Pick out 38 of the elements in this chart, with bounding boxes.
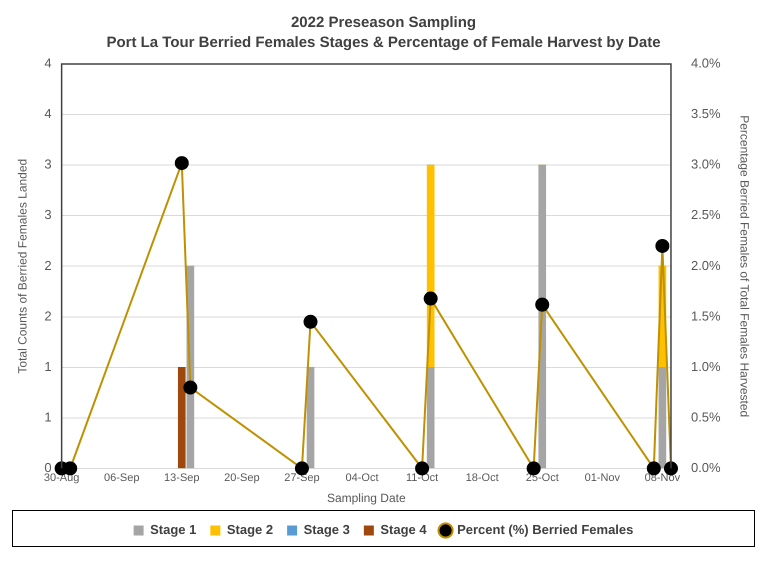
y-tick-label: 1 [44, 409, 52, 424]
y-axis-title: Total Counts of Berried Females Landed [16, 158, 30, 374]
x-tick-label: 11-Oct [406, 472, 438, 484]
y2-tick-label: 2.5% [690, 207, 722, 222]
y2-tick-label: 0.0% [690, 460, 722, 475]
legend-label: Stage 3 [304, 522, 350, 538]
x-tick-label: 01-Nov [584, 472, 621, 484]
chart-title: 2022 Preseason Sampling [290, 14, 476, 32]
y2-tick-label: 1.5% [690, 308, 722, 324]
y-tick-label: 0 [44, 460, 52, 475]
y-tick-label: 3 [44, 207, 52, 222]
legend-label: Stage 4 [380, 522, 428, 538]
chart-subtitle: Port La Tour Berried Females Stages & Percentage of Female Harvest by Date [106, 34, 661, 52]
y-tick-label: 1 [44, 358, 52, 374]
x-tick-label: 18-Oct [466, 472, 499, 484]
y2-tick-label: 2.0% [690, 258, 722, 273]
y2-tick-label: 1.0% [690, 358, 722, 374]
y2-tick-label: 0.5% [690, 409, 722, 424]
x-tick-label: 13-Sep [164, 472, 200, 484]
y2-axis-title: Percentage Berried Females of Total Females Harvested [737, 115, 752, 418]
y-tick-label: 3 [44, 156, 52, 172]
y-tick-label: 4 [44, 106, 52, 122]
y2-tick-label: 4.0% [690, 56, 722, 71]
x-tick-label: 08-Nov [644, 472, 681, 484]
legend-label: Stage 1 [150, 522, 196, 538]
x-tick-label: 04-Oct [346, 472, 379, 484]
y-tick-label: 4 [44, 56, 52, 71]
x-tick-label: 30-Aug [44, 472, 80, 484]
y-tick-label: 2 [44, 258, 52, 273]
x-tick-label: 27-Sep [284, 472, 320, 484]
legend-label: Percent (%) Berried Females [457, 522, 634, 538]
y2-tick-label: 3.0% [690, 156, 722, 172]
x-axis-title: Sampling Date [326, 491, 406, 506]
x-tick-label: 20-Sep [224, 472, 260, 484]
y-tick-label: 2 [44, 308, 52, 324]
legend-label: Stage 2 [226, 522, 274, 538]
y2-tick-label: 3.5% [690, 106, 722, 122]
x-tick-label: 06-Sep [104, 472, 140, 484]
